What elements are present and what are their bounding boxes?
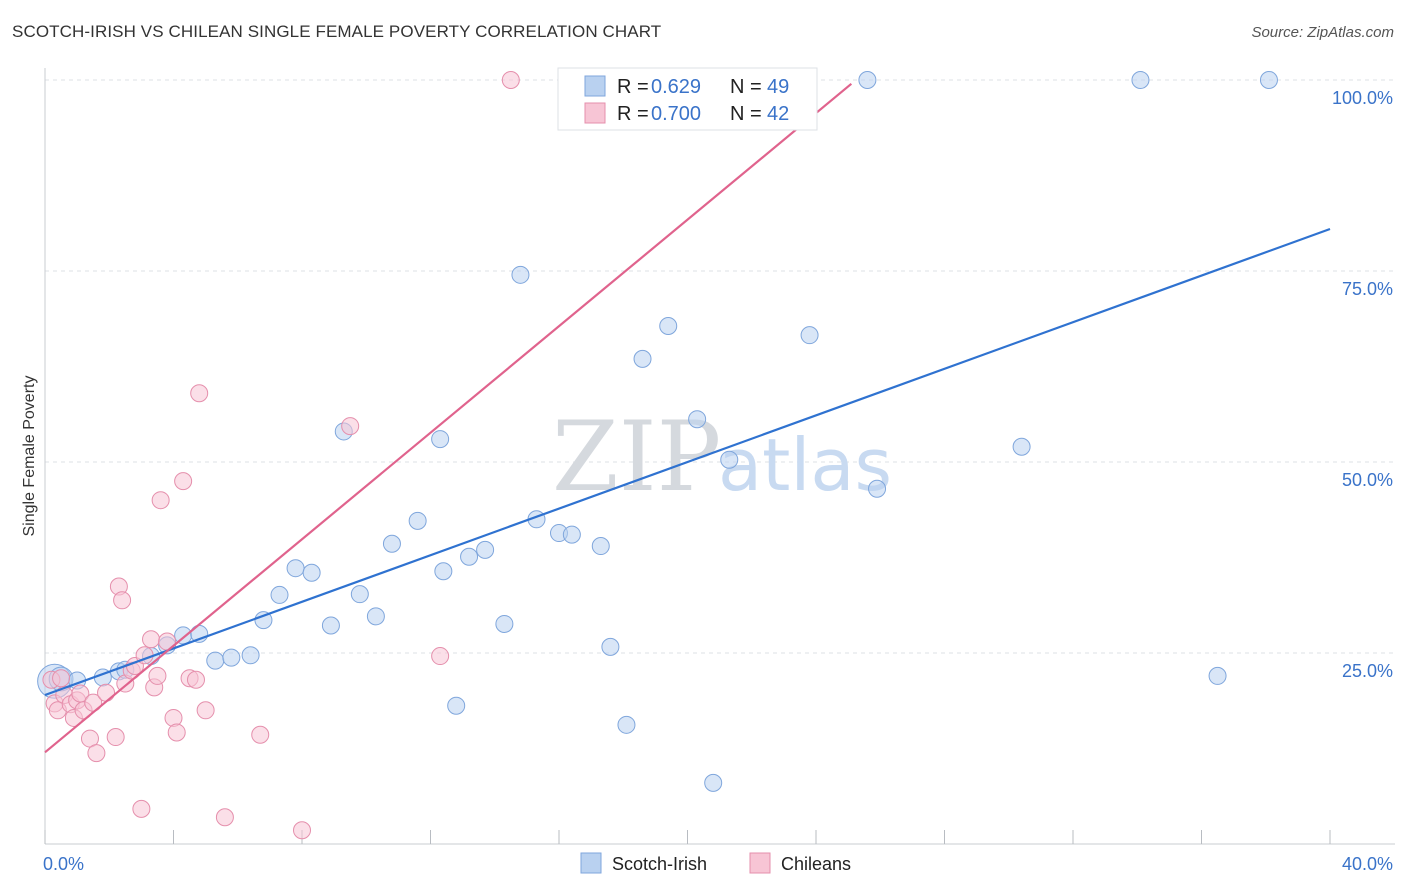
scotch-irish-point-10 — [206, 651, 225, 670]
legend-r-value-1: 0.629 — [651, 76, 701, 98]
chileans-point-22 — [142, 630, 161, 649]
scotch-irish-point-13 — [254, 611, 273, 630]
scotch-irish-point-12 — [241, 646, 260, 665]
y-tick-label-3: 100.0% — [1332, 88, 1393, 108]
source-credit: Source: ZipAtlas.com — [1251, 24, 1394, 41]
scotch-irish-point-45 — [1012, 437, 1031, 456]
scotch-irish-point-11 — [222, 648, 241, 667]
scotch-irish-point-14 — [270, 585, 289, 604]
tick-labels: 25.0% 50.0% 75.0% 100.0% 0.0% 40.0% — [43, 88, 1393, 874]
bottom-legend-label-scotch-irish: Scotch-Irish — [612, 854, 707, 874]
y-axis-title: Single Female Poverty — [21, 376, 38, 537]
scotch-irish-point-29 — [511, 265, 530, 284]
scotch-irish-point-38 — [688, 410, 707, 429]
scotch-irish-point-22 — [408, 511, 427, 530]
chileans-trend-line — [44, 82, 853, 754]
scotch-irish-point-15 — [286, 559, 305, 578]
chileans-point-31 — [186, 670, 205, 689]
scotch-irish-point-28 — [495, 614, 514, 633]
chileans-point-36 — [293, 821, 311, 840]
scotch-irish-point-32 — [562, 525, 581, 544]
scotch-irish-point-25 — [447, 696, 466, 715]
chileans-point-37 — [341, 417, 360, 436]
chileans-points — [42, 71, 758, 840]
scotch-irish-point-47 — [1208, 666, 1227, 685]
legend-n-label-1: N = — [730, 76, 762, 98]
scotch-irish-point-24 — [434, 562, 453, 581]
chileans-point-3 — [52, 669, 71, 688]
scotch-irish-point-44 — [868, 479, 887, 498]
chileans-point-13 — [97, 683, 116, 702]
chart-title: SCOTCH-IRISH VS CHILEAN SINGLE FEMALE PO… — [12, 22, 662, 41]
bottom-legend-label-chileans: Chileans — [781, 854, 851, 874]
chileans-point-25 — [151, 491, 170, 510]
legend-r-value-2: 0.700 — [651, 103, 701, 125]
x-tick-label-min: 0.0% — [43, 854, 84, 874]
grid-lines — [45, 79, 1395, 654]
scotch-irish-point-40 — [720, 450, 739, 469]
y-tick-label-2: 75.0% — [1342, 279, 1393, 299]
chileans-point-39 — [501, 71, 520, 89]
scotch-irish-points — [37, 71, 1278, 792]
scotch-irish-point-34 — [601, 637, 620, 656]
scotch-irish-point-46 — [1131, 71, 1150, 89]
y-tick-label-0: 25.0% — [1342, 661, 1393, 681]
scotch-irish-trend-line — [44, 227, 1331, 697]
scotch-irish-point-39 — [704, 773, 723, 792]
scotch-irish-point-33 — [591, 537, 610, 556]
chileans-point-24 — [148, 666, 167, 685]
trend-lines — [44, 82, 1331, 754]
chileans-point-38 — [431, 647, 450, 666]
chileans-point-14 — [106, 728, 125, 747]
scotch-irish-point-35 — [617, 715, 636, 734]
chileans-point-33 — [196, 701, 215, 720]
chileans-point-29 — [174, 472, 193, 491]
scotch-irish-point-20 — [366, 607, 385, 626]
bottom-legend: Scotch-Irish Chileans — [580, 852, 851, 874]
scotch-irish-point-48 — [1259, 71, 1278, 89]
axes — [44, 68, 1395, 845]
chileans-point-12 — [87, 744, 106, 763]
scotch-irish-point-23 — [431, 430, 450, 449]
scotch-irish-point-37 — [659, 317, 678, 336]
chileans-point-34 — [215, 808, 234, 827]
legend-swatch-chileans — [584, 102, 606, 124]
scotch-irish-point-42 — [800, 326, 819, 345]
legend-n-value-2: 42 — [767, 103, 789, 125]
x-tick-label-max: 40.0% — [1342, 854, 1393, 874]
legend-n-label-2: N = — [730, 103, 762, 125]
legend-r-label-1: R = — [617, 76, 649, 98]
scotch-irish-point-21 — [382, 534, 401, 553]
chileans-point-20 — [132, 799, 151, 818]
watermark-atlas: atlas — [718, 423, 892, 507]
y-tick-label-1: 50.0% — [1342, 470, 1393, 490]
top-legend: R = 0.629 N = 49 R = 0.700 N = 42 — [557, 67, 818, 131]
chileans-point-16 — [113, 591, 132, 610]
bottom-legend-swatch-chileans — [749, 852, 771, 874]
scotch-irish-point-16 — [302, 563, 321, 582]
legend-swatch-scotch-irish — [584, 75, 606, 97]
scotch-irish-point-19 — [350, 585, 369, 604]
bottom-legend-swatch-scotch-irish — [580, 852, 602, 874]
chileans-point-32 — [190, 384, 209, 403]
scotch-irish-point-43 — [858, 71, 877, 89]
legend-r-label-2: R = — [617, 103, 649, 125]
chileans-point-35 — [251, 725, 270, 744]
legend-n-value-1: 49 — [767, 76, 789, 98]
scotch-irish-point-27 — [476, 540, 495, 559]
chileans-point-28 — [167, 723, 186, 742]
scotch-irish-point-17 — [321, 616, 340, 635]
scotch-irish-point-36 — [633, 349, 652, 368]
scotch-irish-point-26 — [460, 547, 479, 566]
